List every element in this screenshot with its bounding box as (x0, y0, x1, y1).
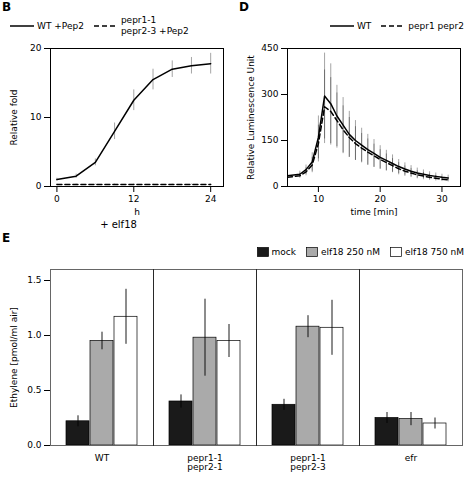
svg-text:10: 10 (313, 194, 325, 204)
svg-text:pepr1-1pepr2-3: pepr1-1pepr2-3 (290, 453, 325, 472)
svg-text:150: 150 (261, 135, 278, 145)
svg-text:pepr1-1pepr2-1: pepr1-1pepr2-1 (187, 453, 222, 472)
html-text:elf18 750 nM: elf18 750 nM (405, 246, 464, 257)
svg-text:450: 450 (261, 43, 278, 53)
svg-text:Relative fold: Relative fold (9, 89, 19, 145)
svg-text:0: 0 (54, 194, 60, 204)
svg-text:0: 0 (36, 181, 42, 191)
svg-text:0.0: 0.0 (27, 440, 42, 450)
html-text:WT +Pep2: WT +Pep2 (37, 20, 84, 31)
svg-text:efr: efr (405, 453, 418, 463)
svg-text:h: h (134, 207, 140, 217)
html-text:mock: mock (271, 246, 296, 257)
svg-text:30: 30 (436, 194, 448, 204)
svg-text:20: 20 (30, 43, 42, 53)
svg-text:300: 300 (261, 89, 278, 99)
html-text:elf18 250 nM: elf18 250 nM (320, 246, 380, 257)
html-text:WT: WT (357, 20, 372, 31)
html-text:+ elf18: + elf18 (100, 219, 137, 230)
svg-text:0.5: 0.5 (27, 385, 41, 395)
svg-text:0: 0 (273, 181, 279, 191)
html-text:pepr1 pepr2: pepr1 pepr2 (408, 20, 464, 31)
html-text:pepr1-1 pepr2-3 +Pep2: pepr1-1 pepr2-3 +Pep2 (120, 15, 189, 36)
svg-text:1.5: 1.5 (27, 275, 41, 285)
svg-text:time [min]: time [min] (350, 207, 397, 217)
html-text:B: B (2, 0, 12, 14)
html-text:E: E (2, 231, 11, 245)
svg-text:20: 20 (374, 194, 386, 204)
svg-text:WT: WT (95, 453, 110, 463)
html-text:D: D (239, 0, 249, 14)
svg-text:Relative Luminescence Unit: Relative Luminescence Unit (246, 55, 256, 180)
svg-text:Ethylene [pmol/ml air]: Ethylene [pmol/ml air] (9, 307, 19, 408)
svg-text:10: 10 (30, 112, 42, 122)
svg-text:1.0: 1.0 (27, 330, 42, 340)
svg-text:24: 24 (205, 194, 217, 204)
svg-text:12: 12 (128, 194, 139, 204)
